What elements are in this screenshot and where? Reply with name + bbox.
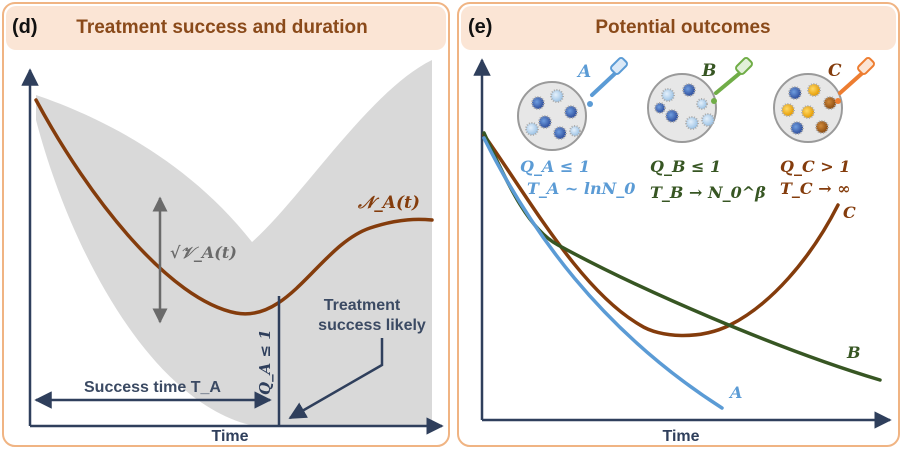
panel-e: (e) Potential outcomes Time A B C [457,2,900,447]
success-likely-line2: success likely [318,317,426,334]
petri-dish-a [517,81,587,151]
cell-icon [661,88,675,102]
variance-band [36,60,432,425]
formula-c-q: Q_C > 1 [780,157,850,176]
cell-icon [807,83,821,97]
variance-label: √𝒱_A(t) [170,243,237,262]
cell-icon [823,96,837,110]
panel-d: (d) Treatment success and duration Time … [2,2,450,447]
panel-e-x-label: Time [662,428,699,445]
dish-b: B [647,57,753,143]
cell-icon [569,125,581,137]
curve-a-label: A [728,383,742,402]
curve-c-label: C [843,203,856,222]
curve-c [482,133,840,338]
cell-icon [685,116,699,130]
cell-icon [815,120,829,134]
cell-icon [550,89,564,103]
dish-c: C [773,57,875,143]
mean-curve-label: 𝒩_A(t) [357,193,420,213]
dish-c-letter: C [828,61,842,81]
cell-icon [781,103,795,117]
cell-icon [553,126,567,140]
formula-a-q: Q_A ≤ 1 [520,157,590,176]
cell-icon [531,96,545,110]
panel-e-title: Potential outcomes [595,17,770,38]
cell-icon [801,105,815,119]
panel-d-x-label: Time [211,428,248,445]
cell-icon [696,98,708,110]
panel-d-title: Treatment success and duration [76,17,367,38]
dish-b-letter: B [701,61,716,81]
cell-icon [665,109,679,123]
formula-b-t: T_B → N_0^β [650,183,766,202]
success-likely-line1: Treatment [324,297,401,314]
pipette-c-icon [835,57,875,104]
curve-a [482,136,724,410]
formula-a-t: T_A ~ lnN_0 [527,179,635,198]
cell-icon [682,83,696,97]
pipette-b-icon [711,57,753,104]
panel-e-tag: (e) [468,16,492,38]
cell-icon [525,122,539,136]
panel-d-header [6,6,446,50]
mean-curve [34,98,434,316]
panel-e-header [461,6,896,50]
dish-a-letter: A [576,62,591,82]
cell-icon [564,105,578,119]
success-likely-pointer [288,338,384,420]
panel-d-tag: (d) [12,16,38,38]
cell-icon [788,86,802,100]
curve-b-label: B [846,343,861,362]
cell-icon [701,113,715,127]
dish-a: A [517,57,628,151]
q-label: Q_A ≤ 1 [256,329,274,395]
pipette-a-icon [587,57,628,107]
formula-b-q: Q_B ≤ 1 [650,157,721,176]
cell-icon [654,102,666,114]
cell-icon [538,115,552,129]
success-time-label: Success time T_A [84,379,221,396]
formula-c-t: T_C → ∞ [780,179,851,198]
cell-icon [790,121,804,135]
